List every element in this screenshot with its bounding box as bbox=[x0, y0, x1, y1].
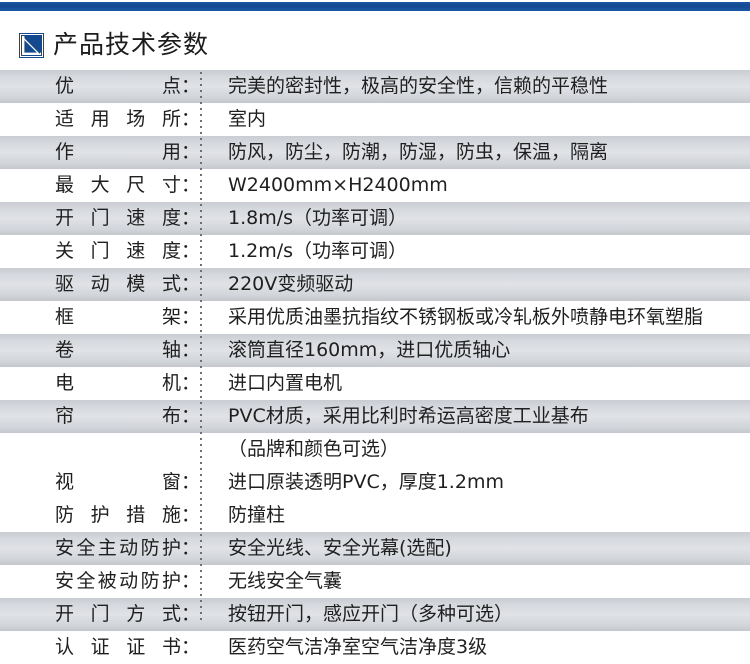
spec-label-text: 认证证书 bbox=[54, 636, 181, 658]
spec-label-text: 电 机 bbox=[54, 372, 181, 394]
spec-label-text: 作 用 bbox=[54, 141, 181, 163]
table-row: 卷 轴： 滚筒直径160mm，进口优质轴心 bbox=[0, 334, 750, 367]
spec-label-colon: ： bbox=[180, 273, 200, 295]
spec-label-text: 适用场所 bbox=[54, 108, 181, 130]
spec-label-colon: ： bbox=[180, 570, 200, 592]
table-row: 开门速度： 1.8m/s（功率可调） bbox=[0, 202, 750, 235]
brand-square-icon bbox=[19, 32, 44, 58]
table-row: 电 机： 进口内置电机 bbox=[0, 367, 750, 400]
spec-value: 滚筒直径160mm，进口优质轴心 bbox=[228, 339, 511, 361]
spec-value: 进口内置电机 bbox=[228, 372, 343, 394]
spec-label-colon: ： bbox=[180, 471, 200, 493]
spec-label: 开门方式： bbox=[0, 598, 200, 631]
page-header: 产品技术参数 bbox=[0, 22, 750, 66]
spec-value: 安全光线、安全光幕(选配) bbox=[228, 537, 452, 559]
spec-label-text: 优 点 bbox=[54, 75, 181, 97]
spec-label: 关门速度： bbox=[0, 235, 200, 268]
spec-label-colon: ： bbox=[180, 339, 200, 361]
spec-label: 帘 布： bbox=[0, 400, 200, 433]
spec-value: W2400mm×H2400mm bbox=[228, 174, 448, 196]
spec-label-text: 驱动模式 bbox=[54, 273, 181, 295]
spec-label-text: 关门速度 bbox=[54, 240, 181, 262]
spec-label-colon: ： bbox=[180, 108, 200, 130]
spec-label-colon: ： bbox=[180, 405, 200, 427]
spec-label-colon: ： bbox=[180, 306, 200, 328]
spec-label: 最大尺寸： bbox=[0, 169, 200, 202]
table-row: 关门速度： 1.2m/s（功率可调） bbox=[0, 235, 750, 268]
spec-value: 防风，防尘，防潮，防湿，防虫，保温，隔离 bbox=[228, 141, 609, 163]
spec-label: 适用场所： bbox=[0, 103, 200, 136]
table-row: 适用场所： 室内 bbox=[0, 103, 750, 136]
spec-label-text: 帘 布 bbox=[54, 405, 181, 427]
table-row: 防护措施： 防撞柱 bbox=[0, 499, 750, 532]
spec-label: 视 窗： bbox=[0, 466, 200, 499]
spec-value: 采用优质油墨抗指纹不锈钢板或冷轧板外喷静电环氧塑脂 bbox=[228, 306, 704, 328]
spec-value: 室内 bbox=[228, 108, 267, 130]
spec-label-text: 框 架 bbox=[54, 306, 181, 328]
spec-table: 优 点： 完美的密封性，极高的安全性，信赖的平稳性 适用场所： 室内 作 用： … bbox=[0, 70, 750, 664]
spec-label-colon: ： bbox=[180, 75, 200, 97]
table-row: 认证证书： 医药空气洁净室空气洁净度3级 bbox=[0, 631, 750, 664]
spec-value: 按钮开门，感应开门（多种可选） bbox=[228, 603, 514, 625]
spec-value: 防撞柱 bbox=[228, 504, 286, 526]
table-row: 驱动模式： 220V变频驱动 bbox=[0, 268, 750, 301]
spec-label: 电 机： bbox=[0, 367, 200, 400]
spec-value: 进口原装透明PVC，厚度1.2mm bbox=[228, 471, 504, 493]
table-row: 框 架： 采用优质油墨抗指纹不锈钢板或冷轧板外喷静电环氧塑脂 bbox=[0, 301, 750, 334]
spec-label-colon: ： bbox=[180, 603, 200, 625]
table-row: 开门方式： 按钮开门，感应开门（多种可选） bbox=[0, 598, 750, 631]
spec-value: 1.2m/s（功率可调） bbox=[228, 240, 408, 262]
spec-value: 220V变频驱动 bbox=[228, 273, 354, 295]
spec-label: 开门速度： bbox=[0, 202, 200, 235]
spec-label-colon: ： bbox=[180, 372, 200, 394]
spec-label: 安全主动防护： bbox=[0, 532, 200, 565]
spec-label-colon: ： bbox=[180, 207, 200, 229]
spec-label-text: 安全主动防护 bbox=[54, 537, 181, 559]
spec-label-colon: ： bbox=[180, 537, 200, 559]
table-row: 安全被动防护： 无线安全气囊 bbox=[0, 565, 750, 598]
page-title: 产品技术参数 bbox=[53, 29, 210, 59]
spec-label-colon: ： bbox=[180, 504, 200, 526]
table-row: 作 用： 防风，防尘，防潮，防湿，防虫，保温，隔离 bbox=[0, 136, 750, 169]
table-row: 视 窗： 进口原装透明PVC，厚度1.2mm bbox=[0, 466, 750, 499]
top-accent-rule bbox=[0, 2, 750, 11]
spec-label-text: 开门速度 bbox=[54, 207, 181, 229]
spec-label: 作 用： bbox=[0, 136, 200, 169]
spec-label: 优 点： bbox=[0, 70, 200, 103]
spec-value: 完美的密封性，极高的安全性，信赖的平稳性 bbox=[228, 75, 609, 97]
table-row: 帘 布： PVC材质，采用比利时希运高密度工业基布 （品牌和颜色可选） bbox=[0, 400, 750, 466]
spec-label: 认证证书： bbox=[0, 631, 200, 664]
spec-label-colon: ： bbox=[180, 141, 200, 163]
spec-label: 防护措施： bbox=[0, 499, 200, 532]
spec-label-colon: ： bbox=[180, 240, 200, 262]
spec-label-text: 防护措施 bbox=[54, 504, 181, 526]
spec-label: 框 架： bbox=[0, 301, 200, 334]
spec-label: 驱动模式： bbox=[0, 268, 200, 301]
spec-label: 卷 轴： bbox=[0, 334, 200, 367]
spec-label-text: 视 窗 bbox=[54, 471, 181, 493]
spec-label-colon: ： bbox=[180, 174, 200, 196]
spec-label: 安全被动防护： bbox=[0, 565, 200, 598]
table-row: 安全主动防护： 安全光线、安全光幕(选配) bbox=[0, 532, 750, 565]
spec-value: 无线安全气囊 bbox=[228, 570, 343, 592]
spec-value: 1.8m/s（功率可调） bbox=[228, 207, 408, 229]
spec-label-text: 安全被动防护 bbox=[54, 570, 181, 592]
spec-label-text: 卷 轴 bbox=[54, 339, 181, 361]
spec-label-text: 最大尺寸 bbox=[54, 174, 181, 196]
table-row: 优 点： 完美的密封性，极高的安全性，信赖的平稳性 bbox=[0, 70, 750, 103]
spec-value: 医药空气洁净室空气洁净度3级 bbox=[228, 636, 488, 658]
spec-label-text: 开门方式 bbox=[54, 603, 181, 625]
spec-value: PVC材质，采用比利时希运高密度工业基布 （品牌和颜色可选） bbox=[228, 405, 589, 460]
spec-label-colon: ： bbox=[180, 636, 200, 658]
table-row: 最大尺寸： W2400mm×H2400mm bbox=[0, 169, 750, 202]
